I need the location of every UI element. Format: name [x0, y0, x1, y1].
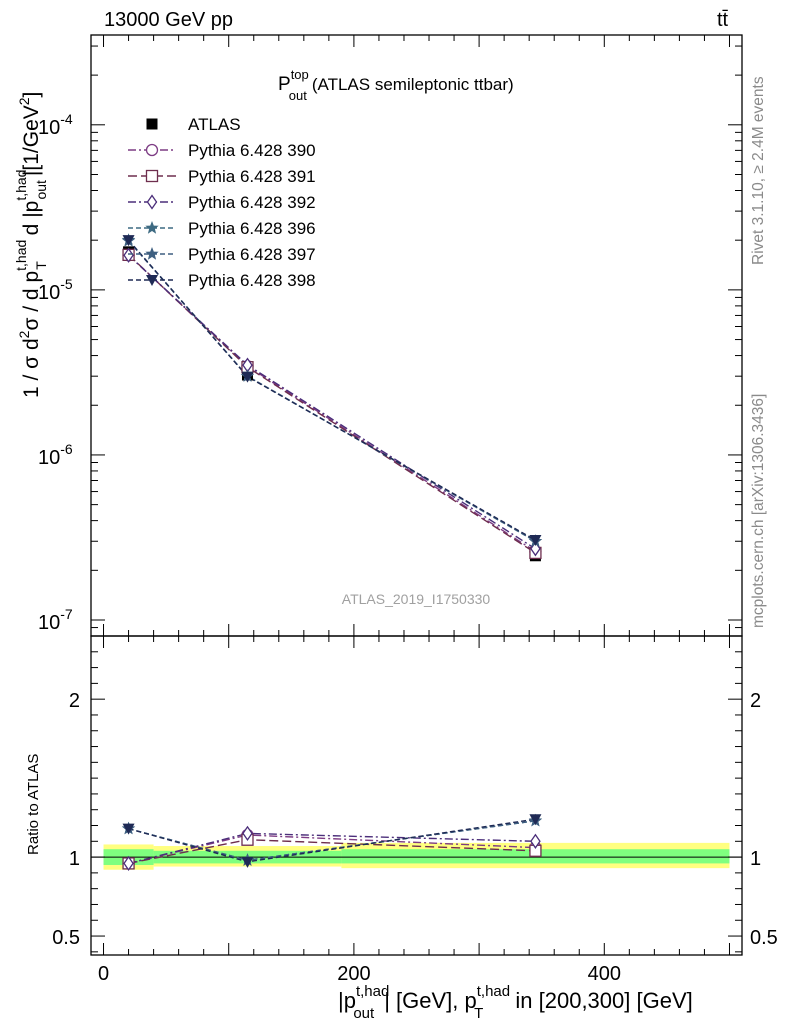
legend-label-data: ATLAS	[188, 115, 241, 134]
xlabel-f: T	[474, 1005, 483, 1022]
mcplots-label: mcplots.cern.ch [arXiv:1306.3436]	[750, 394, 767, 628]
ratio-y-tick-label-0.5: 0.5	[52, 927, 80, 949]
plot-title-rest: (ATLAS semileptonic ttbar)	[312, 75, 514, 94]
legend-marker-p391	[145, 169, 159, 183]
point-p398-1	[241, 371, 254, 383]
ratio-point-p392-2	[530, 833, 541, 849]
ratio-frame	[90, 635, 743, 956]
y-tick-label-1e-5: 10-5	[38, 276, 73, 304]
legend-marker-p397	[145, 247, 159, 260]
xlabel-c: out	[353, 1005, 375, 1022]
series-line-p398	[128, 239, 536, 541]
plot-title-main: P	[278, 74, 291, 95]
ylabel-j: 2	[16, 97, 32, 105]
legend-marker-p396	[145, 221, 159, 234]
legend-label-p390: Pythia 6.428 390	[188, 141, 316, 160]
ratio-point-p392-0	[123, 855, 134, 872]
ratio-point-p398-1	[241, 856, 254, 868]
series-line-p391	[128, 254, 536, 554]
y-tick-label-1e-6: 10-6	[38, 441, 73, 469]
xlabel-g: in [200,300] [GeV]	[509, 988, 692, 1013]
energy-label: 13000 GeV pp	[104, 9, 233, 31]
y-tick-exp: -6	[60, 441, 73, 457]
y-axis-label: 1 / σ d2σ / d pt,had T d |pt,had out|[1/Ge…	[13, 92, 49, 398]
ratio-y-label: Ratio to ATLAS	[25, 754, 42, 855]
x-tick-label-200: 200	[337, 963, 370, 985]
legend-label-p391: Pythia 6.428 391	[188, 167, 316, 186]
legend-marker-p390	[145, 143, 159, 157]
main-panel: 10-710-610-510-4	[38, 34, 743, 637]
y-tick-exp: -4	[60, 111, 73, 127]
series-line-p390	[128, 254, 536, 553]
point-p398-0	[122, 235, 135, 247]
analysis-id: ATLAS_2019_I1750330	[342, 591, 491, 607]
y-tick-exp: -5	[60, 276, 73, 292]
rivet-label: Rivet 3.1.10, ≥ 2.4M events	[750, 76, 767, 265]
legend-marker-data	[146, 118, 158, 130]
y-tick-label-1e-7: 10-7	[38, 606, 73, 634]
y-tick-base: 10	[38, 282, 60, 304]
xlabel-e: t,had	[477, 983, 510, 1000]
ratio-y-tick-label-right-0.5: 0.5	[750, 927, 778, 949]
y-tick-label-1e-4: 10-4	[38, 111, 73, 139]
ylabel-f: d |p	[20, 201, 43, 241]
point-p392-0	[123, 247, 134, 263]
ylabel-c: σ / d p	[20, 271, 43, 331]
ylabel-i: |[1/GeV	[20, 105, 43, 176]
x-tick-label-0: 0	[98, 963, 109, 985]
legend-label-p392: Pythia 6.428 392	[188, 193, 316, 212]
ratio-point-p398-0	[122, 823, 135, 835]
y-tick-base: 10	[38, 447, 60, 469]
xlabel-d: | [GeV], p	[384, 988, 477, 1013]
ylabel-h: out	[33, 180, 49, 200]
ylabel-b: 2	[16, 330, 32, 338]
legend-marker-p398	[146, 275, 158, 286]
plot-title: Ptop out (ATLAS semileptonic ttbar)	[278, 67, 514, 103]
point-p398-2	[529, 535, 542, 547]
xlabel-a: |p	[338, 988, 356, 1013]
plot-title-sup: top	[291, 67, 309, 82]
ratio-y-tick-label-right-2: 2	[750, 690, 761, 712]
y-tick-base: 10	[38, 117, 60, 139]
ylabel-g: t,had	[13, 170, 29, 201]
legend-marker-p392	[146, 194, 158, 210]
ylabel-d: t,had	[13, 240, 29, 271]
ylabel-k: ]	[20, 92, 43, 98]
ratio-point-p392-1	[242, 825, 253, 842]
ratio-y-tick-label-right-1: 1	[750, 848, 761, 870]
legend: ATLAS Pythia 6.428 390 Pythia 6.428 391 Pyt…	[128, 115, 316, 290]
ylabel-e: T	[33, 261, 49, 270]
xlabel-b: t,had	[356, 983, 389, 1000]
legend-label-p396: Pythia 6.428 396	[188, 219, 316, 238]
y-tick-base: 10	[38, 612, 60, 634]
x-axis-label: |pt,had out| [GeV], pt,had T in [200,300] …	[338, 983, 693, 1022]
plot-title-sub: out	[289, 88, 307, 103]
legend-label-p398: Pythia 6.428 398	[188, 271, 316, 290]
process-label: tt̄	[717, 9, 729, 31]
ratio-y-tick-label-2: 2	[69, 690, 80, 712]
ratio-panel: 0 200 400 0.5 0.5 1 1 2 2	[52, 635, 778, 985]
ylabel-a: 1 / σ d	[20, 338, 43, 398]
ratio-point-p398-2	[529, 814, 542, 826]
legend-label-p397: Pythia 6.428 397	[188, 245, 316, 264]
y-tick-exp: -7	[60, 606, 73, 622]
ratio-y-tick-label-1: 1	[69, 848, 80, 870]
x-tick-label-400: 400	[588, 963, 621, 985]
